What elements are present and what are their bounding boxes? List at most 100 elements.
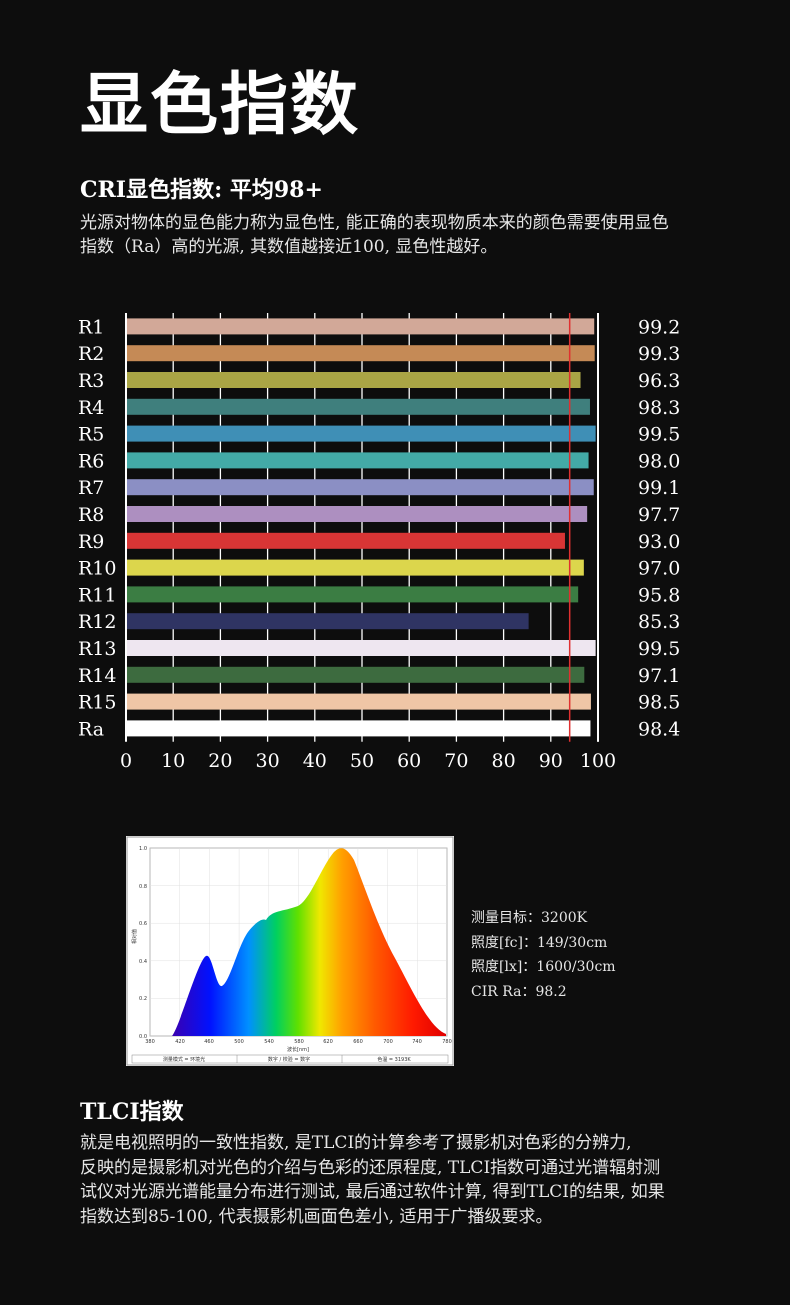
spectrum-x-tick: 540 [264, 1039, 274, 1045]
x-tick-label: 90 [539, 750, 563, 770]
value-label: 96.3 [638, 370, 680, 392]
spectrum-y-ticks: 1.0 0.8 0.6 0.4 0.2 0.0 [139, 846, 147, 1040]
bar-r13 [127, 640, 596, 656]
category-label: R10 [78, 558, 116, 580]
category-label: R7 [78, 477, 104, 499]
bar-r7 [127, 479, 594, 496]
tlci-section-title: TLCI指数 [80, 1099, 184, 1125]
category-label: Ra [78, 718, 104, 740]
spectrum-xlabel: 波长[nm] [287, 1046, 309, 1053]
category-label: R5 [78, 424, 104, 446]
cri-section-title: CRI显色指数: 平均98+ [80, 177, 323, 203]
value-label: 98.0 [638, 450, 680, 472]
tlci-description-line: 试仪对光源光谱能量分布进行测试, 最后通过软件计算, 得到TLCI的结果, 如果 [80, 1182, 665, 1202]
bar-r14 [127, 666, 585, 683]
x-tick-label: 20 [208, 750, 232, 770]
category-label: R13 [78, 638, 116, 660]
measure-target: 测量目标：3200K [471, 910, 588, 926]
category-label: R3 [78, 370, 104, 392]
x-tick-label: 60 [397, 750, 421, 770]
bar-r5 [127, 425, 596, 442]
tlci-description: 就是电视照明的一致性指数, 是TLCI的计算参考了摄影机对色彩的分辨力, 反映的… [80, 1131, 730, 1229]
spectrum-footer-item: 色温 = 3193K [377, 1056, 411, 1063]
x-tick-label: 10 [161, 750, 185, 770]
spectrum-x-tick: 620 [323, 1039, 333, 1045]
value-label: 99.5 [638, 638, 680, 660]
value-label: 97.1 [638, 665, 680, 687]
value-label: 99.5 [638, 424, 680, 446]
bar-r15 [127, 693, 591, 710]
category-label: R14 [78, 665, 116, 687]
x-tick-label: 40 [303, 750, 327, 770]
spectrum-y-tick: 0.2 [139, 996, 147, 1002]
value-label: 98.5 [638, 692, 680, 714]
x-tick-label: 70 [444, 750, 468, 770]
value-label: 95.8 [638, 584, 680, 606]
cri-bar-chart: R1 99.2 R2 99.3 R3 96.3 R4 98.3 R5 99.5 R6 98.0 R7 99… [78, 313, 680, 770]
page-title: 显色指数 [80, 66, 361, 145]
value-label: 98.4 [638, 718, 680, 740]
x-tick-label: 30 [256, 750, 280, 770]
value-label: 97.0 [638, 558, 680, 580]
value-label: 98.3 [638, 397, 680, 419]
spectrum-x-tick: 660 [353, 1039, 363, 1045]
category-label: R8 [78, 504, 104, 526]
spectrum-x-ticks: 380 420 460 500 540 580 620 660 700 740 … [145, 1039, 452, 1045]
value-label: 99.2 [638, 316, 680, 338]
spectrum-y-tick: 0.6 [139, 921, 147, 927]
bar-r10 [127, 559, 584, 576]
x-tick-label: 80 [492, 750, 516, 770]
spectrum-chart-panel: 相对值 1.0 0.8 0.6 0.4 0.2 0.0 380 420 460 … [126, 836, 454, 1066]
value-label: 99.1 [638, 477, 680, 499]
spectrum-x-tick: 420 [175, 1039, 185, 1045]
spectrum-curve [172, 848, 446, 1036]
spectrum-x-tick: 780 [442, 1039, 452, 1045]
bar-r6 [127, 452, 589, 469]
value-label: 97.7 [638, 504, 680, 526]
bar-r4 [127, 398, 590, 415]
x-tick-label: 50 [350, 750, 374, 770]
bar-r2 [127, 345, 595, 362]
spectrum-footer-item: 测量模式 = 环境光 [163, 1056, 205, 1063]
measure-illuminance-lx: 照度[lx]：1600/30cm [471, 959, 616, 975]
measure-cri-ra: CIR Ra：98.2 [471, 983, 567, 1000]
cri-description-line: 指数（Ra）高的光源, 其数值越接近100, 显色性越好。 [80, 237, 498, 257]
bar-r9 [127, 532, 565, 549]
spectrum-footer-item: 数字 / 校验 = 数字 [268, 1056, 310, 1063]
value-label: 99.3 [638, 343, 680, 365]
cri-description: 光源对物体的显色能力称为显色性, 能正确的表现物质本来的颜色需要使用显色 指数（… [80, 211, 730, 259]
spectrum-x-tick: 700 [383, 1039, 393, 1045]
bar-r8 [127, 506, 588, 522]
spectrum-x-tick: 460 [204, 1039, 214, 1045]
value-label: 85.3 [638, 611, 680, 633]
bar-r3 [127, 372, 581, 388]
spectrum-ylabel: 相对值 [131, 929, 138, 944]
cri-description-line: 光源对物体的显色能力称为显色性, 能正确的表现物质本来的颜色需要使用显色 [80, 213, 669, 233]
category-label: R9 [78, 531, 104, 553]
x-tick-label: 100 [580, 750, 616, 770]
tlci-description-line: 反映的是摄影机对光色的介绍与色彩的还原程度, TLCI指数可通过光谱辐射测 [80, 1157, 661, 1178]
measure-illuminance-fc: 照度[fc]：149/30cm [471, 934, 608, 951]
bar-ra [127, 720, 591, 737]
spectrum-x-tick: 380 [145, 1039, 155, 1045]
bar-r12 [127, 613, 529, 630]
spectrum-y-tick: 0.4 [139, 959, 147, 965]
x-tick-label: 0 [120, 750, 132, 770]
category-label: R11 [78, 584, 116, 606]
category-label: R1 [78, 316, 104, 338]
spectrum-x-tick: 740 [412, 1039, 422, 1045]
category-label: R6 [78, 450, 104, 472]
spectrum-y-tick: 0.8 [139, 884, 147, 890]
category-label: R12 [78, 611, 116, 633]
spectrum-y-tick: 1.0 [139, 846, 147, 852]
category-label: R4 [78, 397, 104, 419]
bar-r11 [127, 586, 579, 603]
tlci-description-line: 指数达到85-100, 代表摄影机画面色差小, 适用于广播级要求。 [80, 1206, 553, 1227]
category-label: R2 [78, 343, 104, 365]
measurement-info: 测量目标：3200K 照度[fc]：149/30cm 照度[lx]：1600/3… [471, 906, 616, 1004]
tlci-description-line: 就是电视照明的一致性指数, 是TLCI的计算参考了摄影机对色彩的分辨力, [80, 1133, 632, 1153]
value-label: 93.0 [638, 531, 680, 553]
spectrum-x-tick: 500 [234, 1039, 244, 1045]
bar-r1 [127, 318, 595, 335]
category-label: R15 [78, 692, 116, 714]
